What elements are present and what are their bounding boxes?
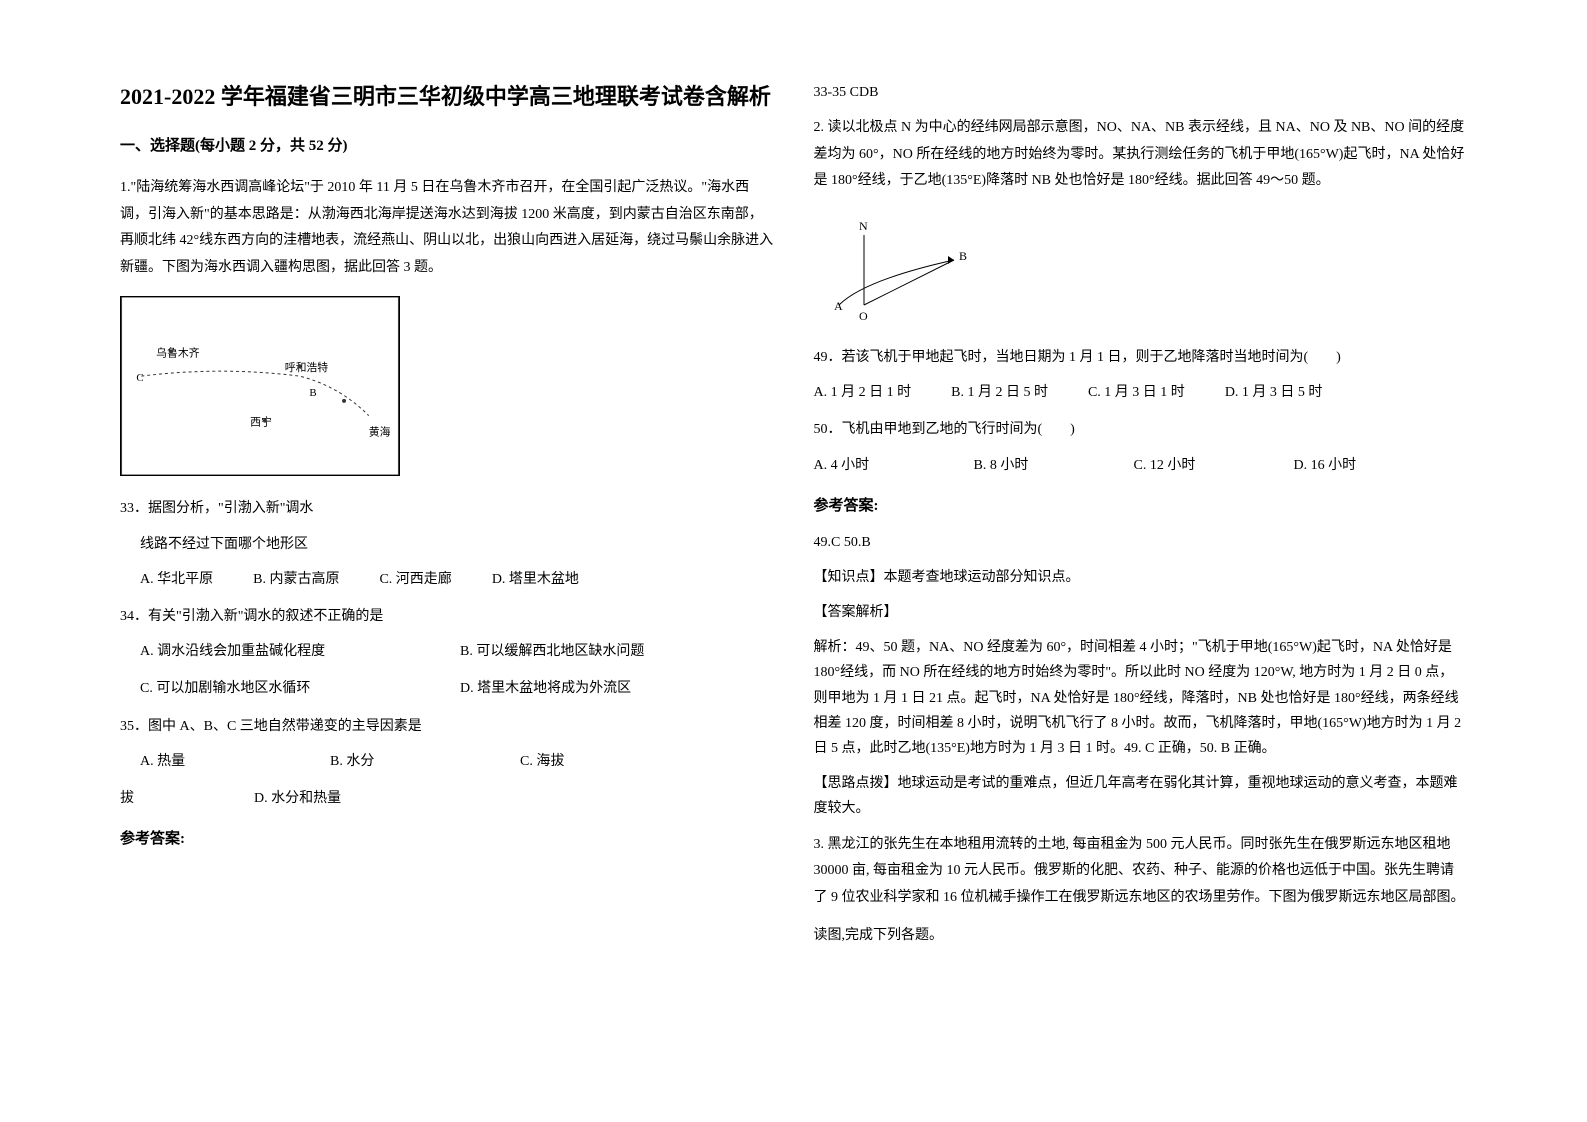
q35-ba: 拔	[120, 786, 134, 811]
map-label-sea: 黄海	[369, 425, 391, 439]
map-label-hohhot: 呼和浩特	[285, 361, 329, 375]
q49-opt-b: B. 1 月 2 日 5 时	[951, 380, 1048, 405]
q35-opt-d: D. 水分和热量	[174, 786, 341, 811]
q33-opt-b: B. 内蒙古高原	[253, 567, 339, 592]
q50: 50．飞机由甲地到乙地的飞行时间为( )	[814, 417, 1468, 442]
q34: 34．有关"引渤入新"调水的叙述不正确的是	[120, 604, 774, 629]
left-column: 2021-2022 学年福建省三明市三华初级中学高三地理联考试卷含解析 一、选择…	[100, 80, 794, 1042]
diagram-n: N	[859, 219, 868, 233]
q34-opt-d: D. 塔里木盆地将成为外流区	[460, 676, 631, 701]
q2-analysis: 解析：49、50 题，NA、NO 经度差为 60°，时间相差 4 小时；"飞机于…	[814, 635, 1468, 761]
diagram-b: B	[959, 249, 967, 263]
q35-opt-b: B. 水分	[330, 749, 480, 774]
q33: 33．据图分析，"引渤入新"调水	[120, 496, 774, 521]
map-label-xining: 西宁	[250, 415, 272, 429]
q34-options-1: A. 调水沿线会加重盐碱化程度 B. 可以缓解西北地区缺水问题	[120, 639, 774, 664]
q1-answer-label: 参考答案:	[120, 826, 774, 853]
q50-options: A. 4 小时 B. 8 小时 C. 12 小时 D. 16 小时	[814, 453, 1468, 478]
q34-opt-a: A. 调水沿线会加重盐碱化程度	[140, 639, 420, 664]
q49-opt-a: A. 1 月 2 日 1 时	[814, 380, 912, 405]
q50-opt-a: A. 4 小时	[814, 453, 934, 478]
q34-opt-c: C. 可以加剧输水地区水循环	[140, 676, 420, 701]
map-label-b: B	[309, 387, 316, 399]
q49-options: A. 1 月 2 日 1 时 B. 1 月 2 日 5 时 C. 1 月 3 日…	[814, 380, 1468, 405]
diagram-figure: N A B O	[814, 210, 1014, 330]
q33-opt-d: D. 塔里木盆地	[492, 567, 579, 592]
q2-tips: 【思路点拨】地球运动是考试的重难点，但近几年高考在弱化其计算，重视地球运动的意义…	[814, 771, 1468, 821]
q2-stem: 2. 读以北极点 N 为中心的经纬网局部示意图，NO、NA、NB 表示经线，且 …	[814, 115, 1468, 195]
q33-options: A. 华北平原 B. 内蒙古高原 C. 河西走廊 D. 塔里木盆地	[120, 567, 774, 592]
diagram-a: A	[834, 299, 843, 313]
q33-sub: 线路不经过下面哪个地形区	[120, 532, 774, 557]
diagram-o: O	[859, 309, 868, 323]
q2-analysis-label: 【答案解析】	[814, 600, 1468, 625]
q49-opt-d: D. 1 月 3 日 5 时	[1225, 380, 1323, 405]
map-label-c: C	[136, 372, 143, 384]
q35-options-2: 拔 D. 水分和热量	[120, 786, 774, 811]
q3-sub: 读图,完成下列各题。	[814, 923, 1468, 950]
map-label-urumqi: 乌鲁木齐	[156, 346, 200, 360]
q33-opt-a: A. 华北平原	[140, 567, 213, 592]
q50-opt-d: D. 16 小时	[1294, 453, 1357, 478]
q49-opt-c: C. 1 月 3 日 1 时	[1088, 380, 1185, 405]
section-1-header: 一、选择题(每小题 2 分，共 52 分)	[120, 133, 774, 160]
exam-title: 2021-2022 学年福建省三明市三华初级中学高三地理联考试卷含解析	[120, 80, 774, 113]
q50-opt-c: C. 12 小时	[1134, 453, 1254, 478]
right-column: 33-35 CDB 2. 读以北极点 N 为中心的经纬网局部示意图，NO、NA、…	[794, 80, 1488, 1042]
q50-opt-b: B. 8 小时	[974, 453, 1094, 478]
answer-3335: 33-35 CDB	[814, 80, 1468, 105]
q35-options: A. 热量 B. 水分 C. 海拔	[120, 749, 774, 774]
q2-knowledge: 【知识点】本题考查地球运动部分知识点。	[814, 565, 1468, 590]
map-figure: 乌鲁木齐 C 呼和浩特 B 西宁 黄海	[120, 296, 400, 476]
q2-answer-label: 参考答案:	[814, 493, 1468, 520]
q34-options-2: C. 可以加剧输水地区水循环 D. 塔里木盆地将成为外流区	[120, 676, 774, 701]
q34-opt-b: B. 可以缓解西北地区缺水问题	[460, 639, 644, 664]
q35-opt-a: A. 热量	[140, 749, 290, 774]
q1-stem: 1."陆海统筹海水西调高峰论坛"于 2010 年 11 月 5 日在乌鲁木齐市召…	[120, 175, 774, 281]
q33-opt-c: C. 河西走廊	[379, 567, 451, 592]
q35: 35．图中 A、B、C 三地自然带递变的主导因素是	[120, 714, 774, 739]
q3-stem: 3. 黑龙江的张先生在本地租用流转的土地, 每亩租金为 500 元人民币。同时张…	[814, 832, 1468, 912]
q49: 49．若该飞机于甲地起飞时，当地日期为 1 月 1 日，则于乙地降落时当地时间为…	[814, 345, 1468, 370]
q2-answer: 49.C 50.B	[814, 530, 1468, 555]
q35-opt-c: C. 海拔	[520, 749, 564, 774]
